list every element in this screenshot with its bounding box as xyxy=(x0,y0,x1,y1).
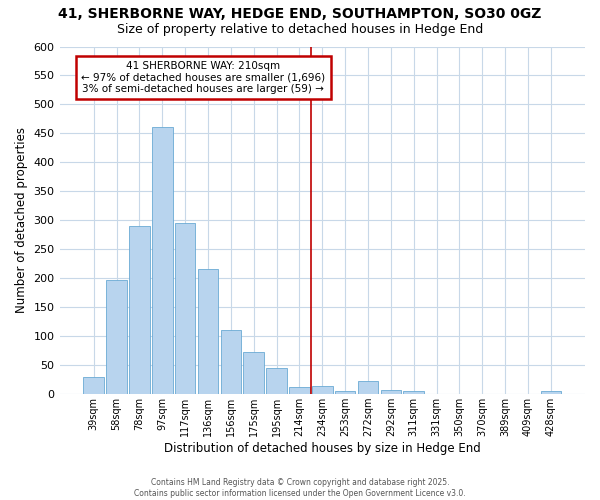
Text: Size of property relative to detached houses in Hedge End: Size of property relative to detached ho… xyxy=(117,22,483,36)
Bar xyxy=(541,392,561,394)
Bar xyxy=(198,269,218,394)
Bar xyxy=(335,392,355,394)
Bar xyxy=(175,223,196,394)
Bar xyxy=(312,386,332,394)
Text: 41 SHERBORNE WAY: 210sqm
← 97% of detached houses are smaller (1,696)
3% of semi: 41 SHERBORNE WAY: 210sqm ← 97% of detach… xyxy=(82,61,325,94)
Bar xyxy=(221,330,241,394)
X-axis label: Distribution of detached houses by size in Hedge End: Distribution of detached houses by size … xyxy=(164,442,481,455)
Bar xyxy=(380,390,401,394)
Bar xyxy=(266,368,287,394)
Bar xyxy=(289,387,310,394)
Bar xyxy=(152,127,173,394)
Bar xyxy=(403,392,424,394)
Bar xyxy=(83,377,104,394)
Bar xyxy=(358,382,378,394)
Bar xyxy=(244,352,264,394)
Bar xyxy=(106,280,127,394)
Y-axis label: Number of detached properties: Number of detached properties xyxy=(15,128,28,314)
Bar xyxy=(129,226,150,394)
Text: 41, SHERBORNE WAY, HEDGE END, SOUTHAMPTON, SO30 0GZ: 41, SHERBORNE WAY, HEDGE END, SOUTHAMPTO… xyxy=(58,8,542,22)
Text: Contains HM Land Registry data © Crown copyright and database right 2025.
Contai: Contains HM Land Registry data © Crown c… xyxy=(134,478,466,498)
